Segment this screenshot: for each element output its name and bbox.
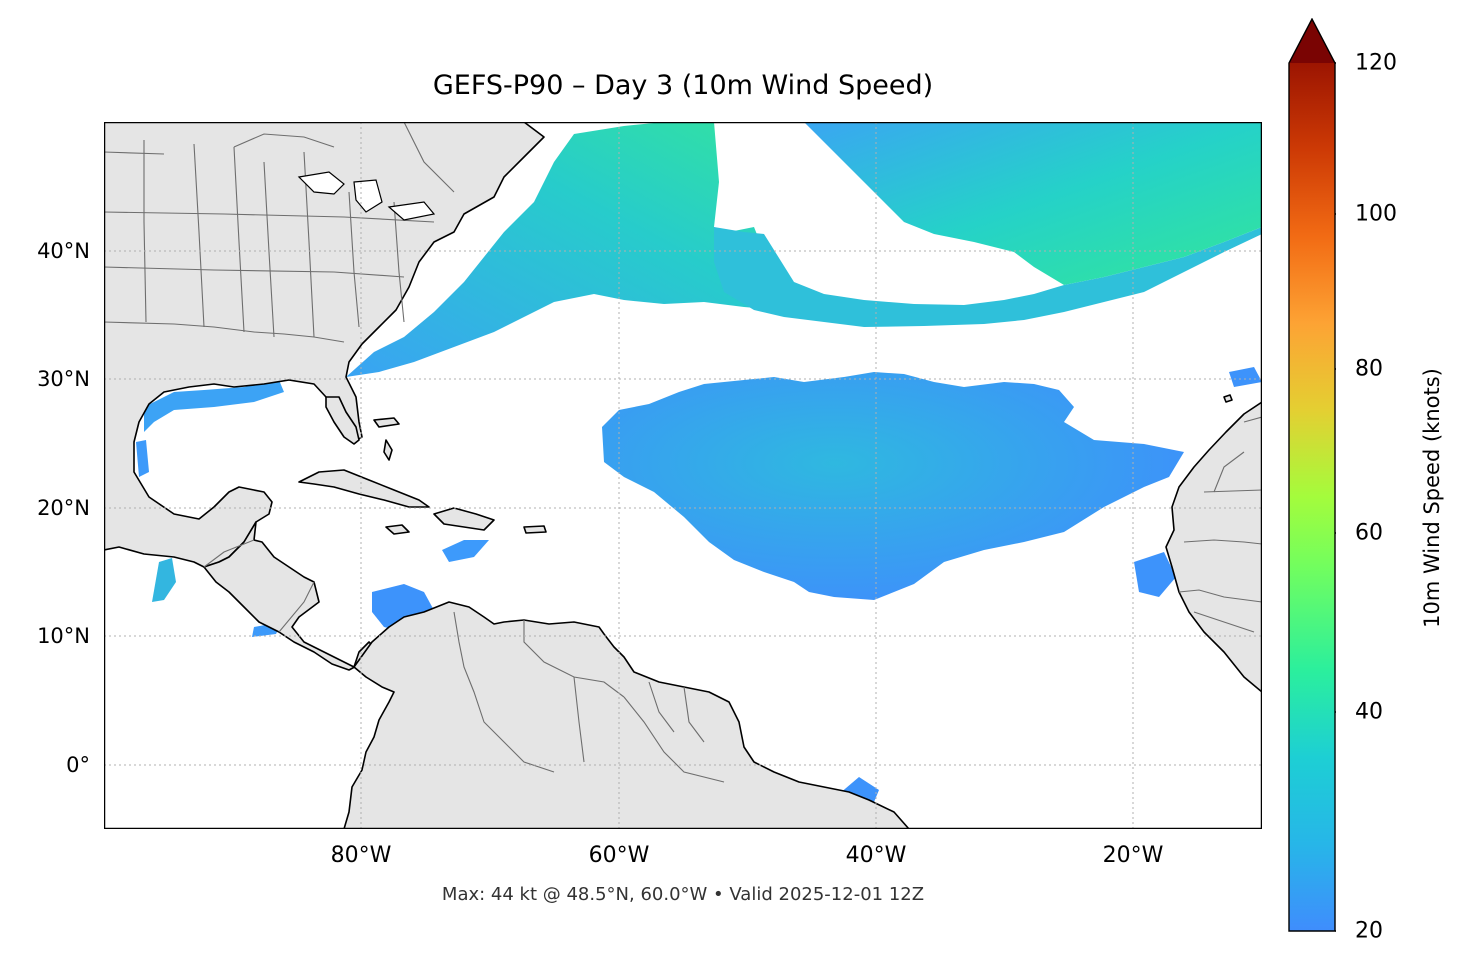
borders: [104, 122, 1262, 783]
land-canaries: [1223, 394, 1233, 403]
wind-region-us-coast: [346, 122, 814, 377]
map-title: GEFS-P90 – Day 3 (10m Wind Speed): [432, 70, 934, 101]
land-florida: [325, 396, 360, 445]
land-south-america: [343, 601, 910, 829]
wind-region-trades: [602, 372, 1184, 600]
wind-region-gulf: [144, 380, 284, 432]
lat-tick-10n: 10°N: [37, 624, 90, 648]
lat-tick-0: 0°: [66, 753, 90, 777]
wind-region-northeast: [804, 122, 1262, 285]
land-africa: [1165, 401, 1262, 693]
wind-region-west-africa: [1134, 552, 1176, 597]
lon-tick-40w: 40°W: [845, 843, 907, 868]
colorbar: [1288, 17, 1342, 932]
land-puerto-rico: [523, 525, 547, 534]
map-border: [104, 122, 1262, 829]
map-panel[interactable]: [104, 122, 1262, 829]
footnote-max-valid: Max: 44 kt @ 48.5°N, 60.0°W • Valid 2025…: [441, 884, 925, 905]
gridlines: [104, 122, 1262, 829]
lat-tick-30n: 30°N: [37, 367, 90, 391]
wind-shading: [136, 122, 1262, 802]
colorbar-tick-120: 120: [1355, 50, 1397, 76]
land-bahamas: [373, 417, 400, 461]
colorbar-label: 10m Wind Speed (knots): [1420, 368, 1444, 628]
lat-tick-20n: 20°N: [37, 496, 90, 520]
lon-tick-60w: 60°W: [588, 843, 650, 868]
wind-region-gulf-2: [136, 440, 149, 477]
land: [104, 122, 1262, 829]
colorbar-tick-40: 40: [1355, 699, 1383, 725]
wind-region-canaries: [1229, 367, 1262, 387]
land-central-america: [203, 521, 375, 671]
colorbar-tick-100: 100: [1355, 201, 1397, 227]
colorbar-tick-20: 20: [1355, 918, 1383, 944]
colorbar-tick-60: 60: [1355, 520, 1383, 546]
land-jamaica: [385, 524, 410, 535]
lat-tick-40n: 40°N: [37, 239, 90, 263]
lon-tick-80w: 80°W: [330, 843, 392, 868]
wind-region-midlat-band: [714, 227, 1262, 327]
wind-region-pacific: [152, 558, 176, 602]
land-cuba: [298, 469, 430, 508]
great-lakes: [297, 171, 436, 221]
land-hispaniola: [433, 507, 495, 531]
colorbar-extend-arrow: [1289, 19, 1335, 63]
colorbar-tick-80: 80: [1355, 356, 1383, 382]
lon-tick-20w: 20°W: [1102, 843, 1164, 868]
wind-region-caribbean-2: [442, 540, 489, 562]
colorbar-gradient: [1289, 63, 1335, 931]
